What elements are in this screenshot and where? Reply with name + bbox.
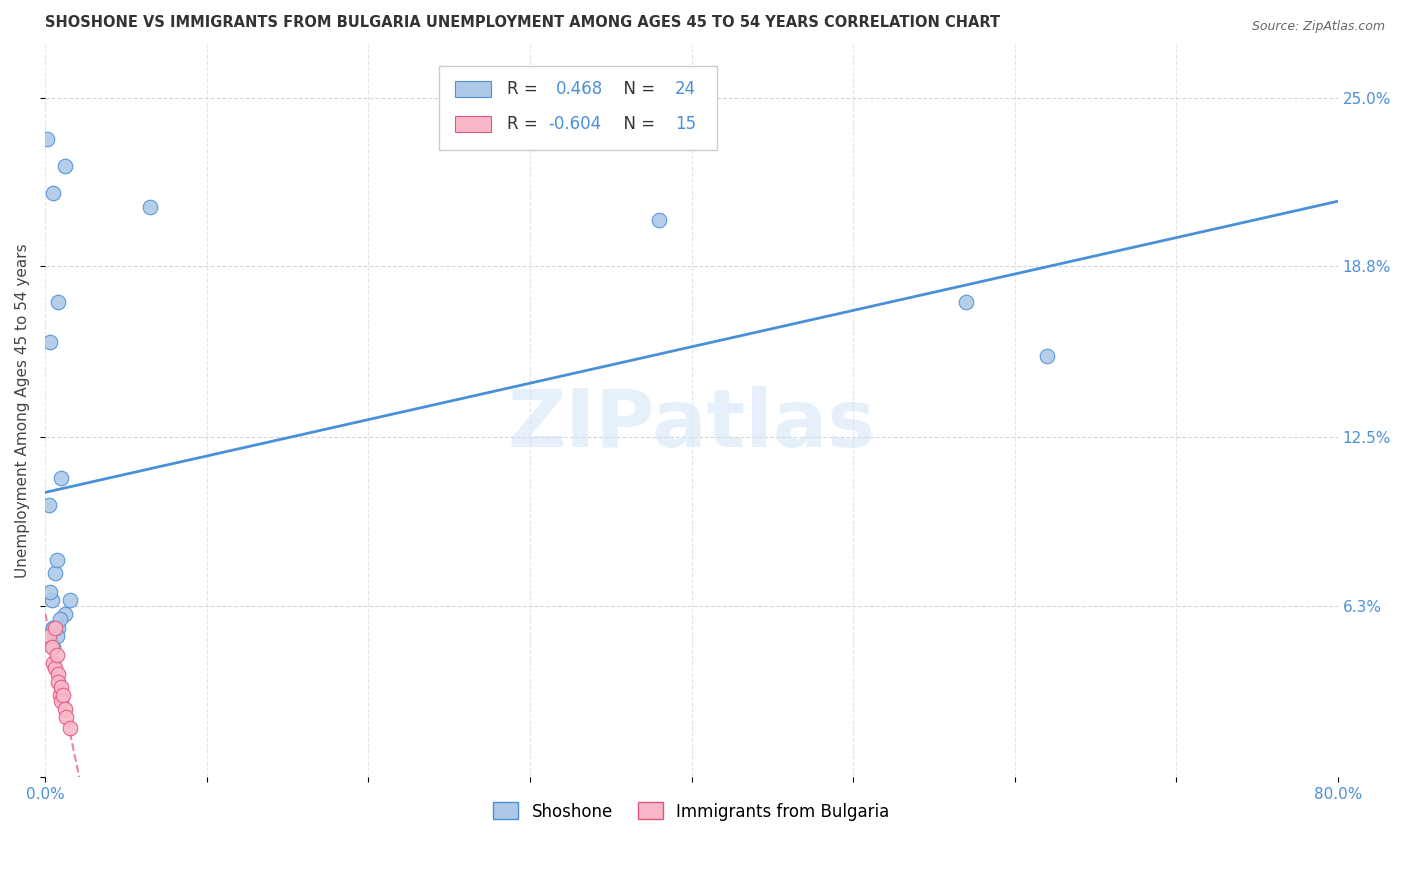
Point [39,335,62,350]
Point [41,640,63,654]
Text: N =: N = [613,115,659,133]
Point [35,132,58,146]
Point [45,648,67,662]
Point [51,471,73,485]
Text: -0.604: -0.604 [548,115,602,133]
Point [42,620,65,634]
Point [51,680,73,694]
Text: R =: R = [506,115,543,133]
FancyBboxPatch shape [456,116,491,132]
Point [49,612,72,626]
Text: N =: N = [613,80,659,98]
Point [955,294,977,309]
Point [55,710,77,724]
Point [39,634,62,648]
Point [58,721,80,735]
FancyBboxPatch shape [440,66,717,150]
Point [52,689,75,703]
Point [39,585,62,599]
Point [45,552,67,566]
Point [38,629,60,643]
Text: R =: R = [506,80,543,98]
Point [38,498,60,512]
Point [41,593,63,607]
Text: ZIPatlas: ZIPatlas [508,386,876,464]
Point [45,629,67,643]
Point [44,661,66,675]
Point [53,607,76,621]
Point [49,689,72,703]
Legend: Shoshone, Immigrants from Bulgaria: Shoshone, Immigrants from Bulgaria [486,796,896,827]
Point [42,656,65,670]
Point [42,186,65,200]
Text: 15: 15 [675,115,696,133]
Text: Source: ZipAtlas.com: Source: ZipAtlas.com [1251,20,1385,33]
Point [46,674,69,689]
Point [1036,349,1059,363]
Point [46,294,69,309]
Point [139,200,162,214]
Point [42,640,65,654]
Point [46,666,69,681]
Point [58,593,80,607]
FancyBboxPatch shape [456,81,491,97]
Text: 0.468: 0.468 [555,80,603,98]
Point [42,620,65,634]
Text: SHOSHONE VS IMMIGRANTS FROM BULGARIA UNEMPLOYMENT AMONG AGES 45 TO 54 YEARS CORR: SHOSHONE VS IMMIGRANTS FROM BULGARIA UNE… [45,15,1001,30]
Point [46,620,69,634]
Point [44,620,66,634]
Point [53,702,76,716]
Point [51,694,73,708]
Text: 24: 24 [675,80,696,98]
Point [53,159,76,173]
Point [44,566,66,581]
Y-axis label: Unemployment Among Ages 45 to 54 years: Unemployment Among Ages 45 to 54 years [15,243,30,578]
Point [648,213,671,227]
